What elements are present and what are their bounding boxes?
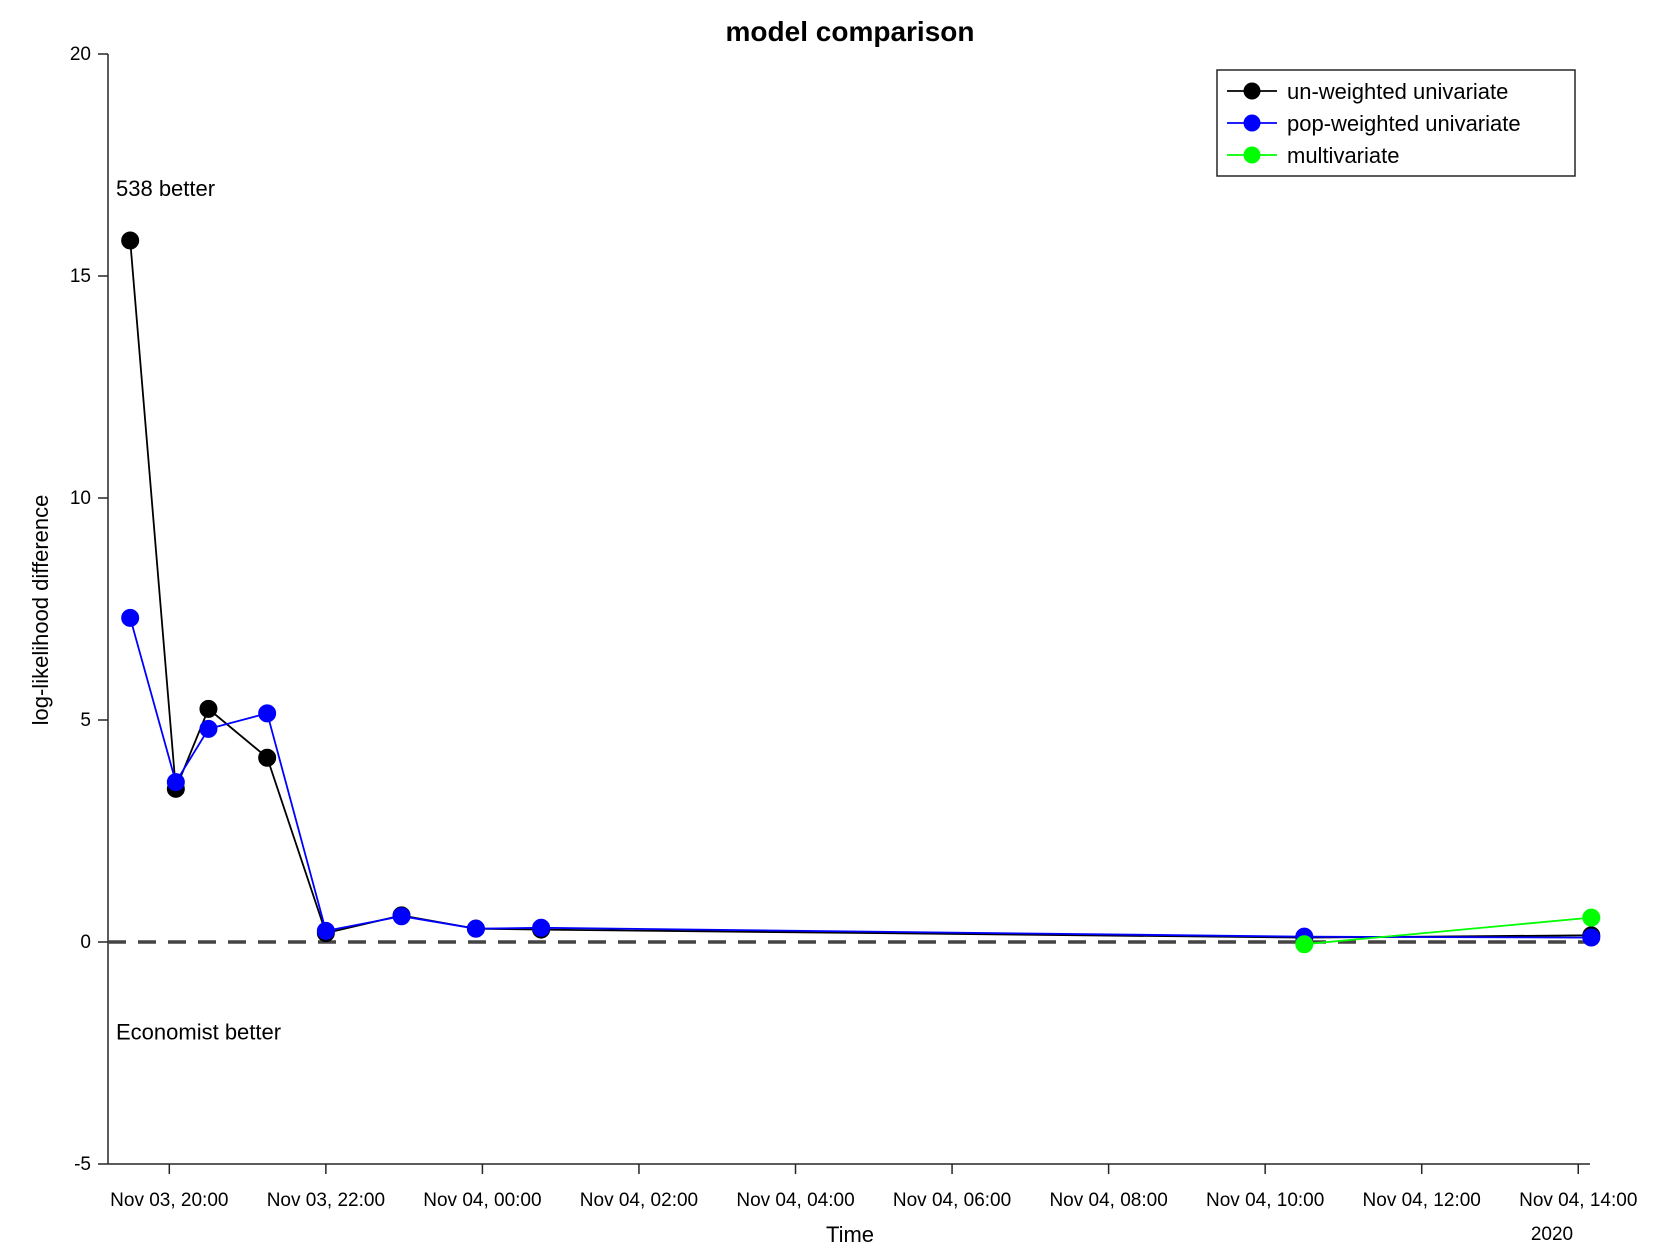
series-layer: [121, 231, 1601, 954]
y-tick-label: 0: [80, 932, 91, 953]
annotation-label: Economist better: [116, 1020, 281, 1045]
annotation-label: 538 better: [116, 176, 215, 201]
data-point: [166, 773, 185, 792]
y-axis-title: log-likelihood difference: [28, 495, 53, 726]
x-tick-label: Nov 04, 00:00: [423, 1190, 541, 1211]
y-tick-label: 5: [80, 710, 91, 731]
x-axis-title: Time: [826, 1222, 874, 1247]
data-point: [392, 907, 411, 926]
legend: un-weighted univariate pop-weighted univa…: [1216, 69, 1576, 177]
data-point: [1582, 928, 1601, 947]
data-point: [532, 918, 551, 937]
x-tick-label: Nov 04, 06:00: [893, 1190, 1011, 1211]
x-secondary-label: 2020: [1531, 1224, 1573, 1245]
x-tick-label: Nov 04, 10:00: [1206, 1190, 1324, 1211]
axes: [107, 54, 1590, 1165]
data-point: [316, 921, 335, 940]
y-axis-ticks: -5 0 5 10 15 20: [70, 44, 108, 1175]
legend-swatch-marker: [1243, 82, 1261, 100]
data-point: [199, 719, 218, 738]
annotations: 538 better Economist better: [116, 176, 281, 1045]
data-point: [258, 748, 277, 767]
data-point: [466, 919, 485, 938]
series-line-0: [129, 240, 1592, 939]
x-tick-label: Nov 04, 02:00: [580, 1190, 698, 1211]
x-tick-label: Nov 04, 04:00: [736, 1190, 854, 1211]
data-point: [258, 704, 277, 723]
legend-swatch-marker: [1243, 114, 1261, 132]
x-tick-label: Nov 04, 14:00: [1519, 1190, 1637, 1211]
legend-label: pop-weighted univariate: [1287, 111, 1521, 136]
data-point: [121, 231, 140, 250]
x-tick-label: Nov 03, 22:00: [267, 1190, 385, 1211]
x-tick-label: Nov 03, 20:00: [110, 1190, 228, 1211]
series-line-2: [1304, 916, 1592, 946]
series-line-1: [129, 617, 1592, 939]
chart-title: model comparison: [726, 16, 975, 47]
data-point: [1582, 908, 1601, 927]
data-point: [199, 699, 218, 718]
y-tick-label: 10: [70, 488, 91, 509]
data-point: [121, 608, 140, 627]
y-tick-label: 20: [70, 44, 91, 65]
x-tick-label: Nov 04, 08:00: [1049, 1190, 1167, 1211]
x-tick-label: Nov 04, 12:00: [1363, 1190, 1481, 1211]
data-point: [1295, 935, 1314, 954]
legend-swatch-marker: [1243, 146, 1261, 164]
legend-label: un-weighted univariate: [1287, 79, 1508, 104]
y-tick-label: 15: [70, 266, 91, 287]
y-tick-label: -5: [74, 1154, 91, 1175]
legend-label: multivariate: [1287, 143, 1399, 168]
x-axis-ticks: Nov 03, 20:00 Nov 03, 22:00 Nov 04, 00:00 N…: [110, 1164, 1637, 1211]
